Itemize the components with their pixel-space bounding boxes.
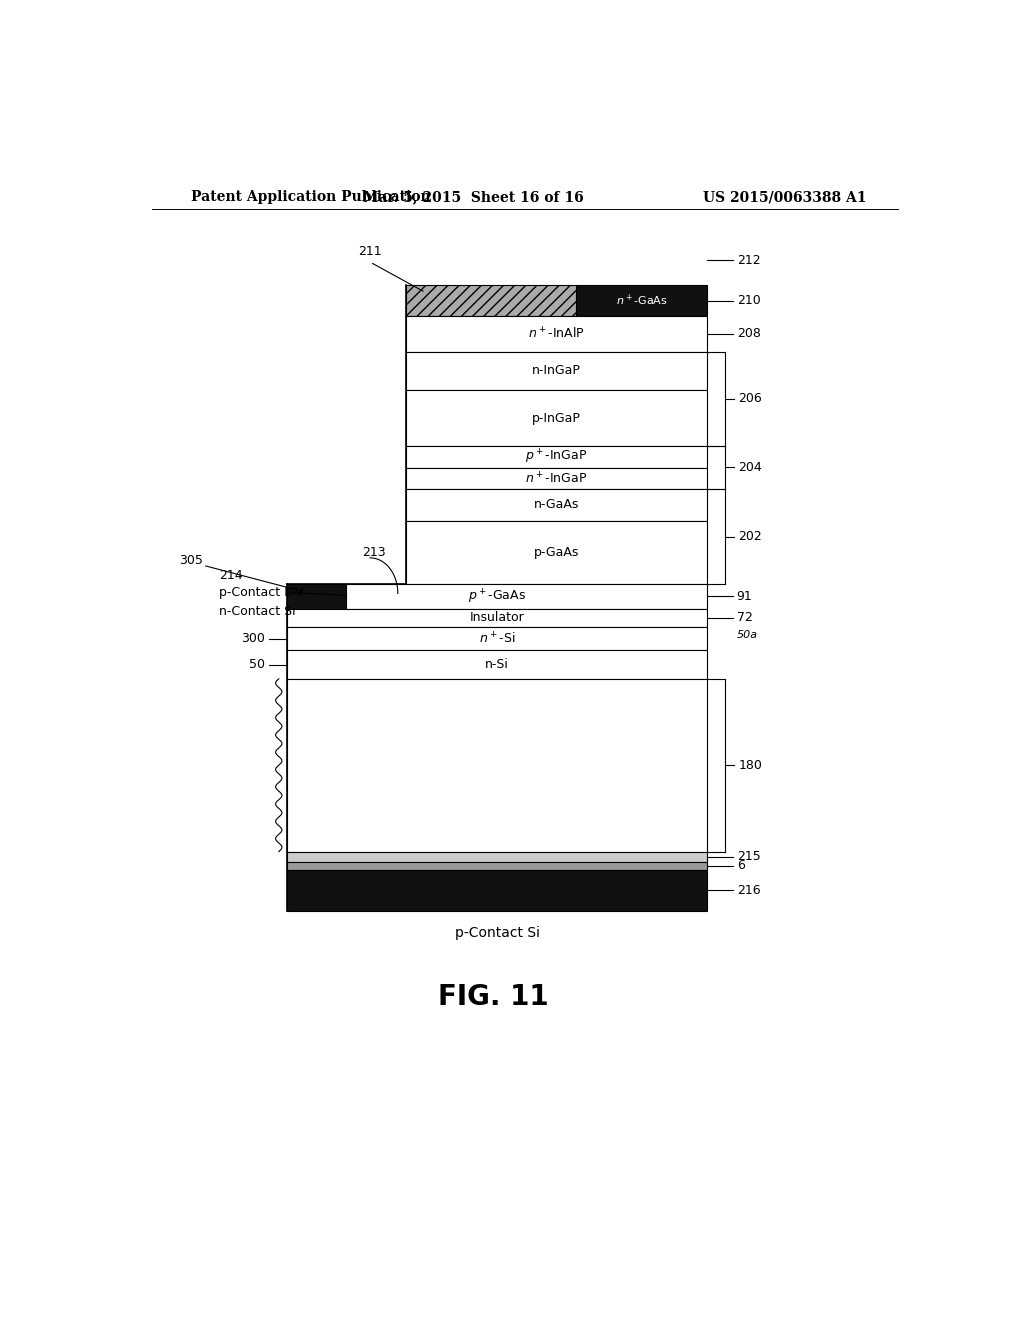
- Text: 216: 216: [736, 883, 760, 896]
- Bar: [287, 862, 708, 870]
- Text: $n^+$-GaAs: $n^+$-GaAs: [616, 293, 668, 309]
- Text: $p^+$-GaAs: $p^+$-GaAs: [468, 587, 526, 606]
- Text: 50: 50: [249, 659, 265, 671]
- Bar: [287, 585, 708, 609]
- Text: Insulator: Insulator: [470, 611, 524, 624]
- Text: Mar. 5, 2015  Sheet 16 of 16: Mar. 5, 2015 Sheet 16 of 16: [362, 190, 584, 205]
- Bar: [287, 870, 708, 911]
- Text: Patent Application Publication: Patent Application Publication: [191, 190, 431, 205]
- Text: 213: 213: [362, 546, 386, 560]
- Text: n-Contact Si: n-Contact Si: [219, 605, 296, 618]
- Bar: [287, 651, 708, 678]
- Text: 300: 300: [242, 632, 265, 645]
- Text: 204: 204: [738, 461, 762, 474]
- Text: 214: 214: [219, 569, 243, 582]
- Text: 208: 208: [736, 327, 761, 341]
- Text: 6: 6: [736, 859, 744, 873]
- Bar: [406, 315, 708, 351]
- Text: $n^+$-InGaP: $n^+$-InGaP: [525, 471, 588, 486]
- Text: FIG. 11: FIG. 11: [437, 983, 549, 1011]
- Text: n-GaAs: n-GaAs: [534, 499, 580, 511]
- Bar: [406, 469, 708, 488]
- Bar: [287, 609, 708, 627]
- Text: p-Contact IIIV: p-Contact IIIV: [219, 586, 304, 599]
- Text: p-Contact Si: p-Contact Si: [455, 925, 540, 940]
- Text: $p^+$-InGaP: $p^+$-InGaP: [525, 447, 588, 466]
- Text: US 2015/0063388 A1: US 2015/0063388 A1: [702, 190, 866, 205]
- Bar: [406, 285, 577, 315]
- Text: 211: 211: [358, 246, 382, 259]
- Text: 72: 72: [736, 611, 753, 624]
- Text: $n^+$-Si: $n^+$-Si: [479, 631, 515, 647]
- Bar: [287, 585, 346, 609]
- Bar: [406, 351, 708, 391]
- Text: p-GaAs: p-GaAs: [534, 546, 580, 560]
- Text: n-InGaP: n-InGaP: [532, 364, 581, 378]
- Text: 212: 212: [736, 253, 760, 267]
- Bar: [287, 851, 708, 862]
- Text: 50a: 50a: [736, 630, 758, 640]
- Text: $n^+$-InAlP: $n^+$-InAlP: [528, 326, 585, 342]
- Bar: [287, 627, 708, 651]
- Bar: [406, 391, 708, 446]
- Text: 202: 202: [738, 531, 762, 543]
- Text: n-Si: n-Si: [485, 659, 509, 671]
- Text: 180: 180: [738, 759, 762, 772]
- Text: 210: 210: [736, 294, 761, 308]
- Text: 91: 91: [736, 590, 753, 603]
- Text: 215: 215: [736, 850, 761, 863]
- Bar: [406, 446, 708, 469]
- Bar: [406, 488, 708, 521]
- Bar: [406, 521, 708, 585]
- Text: 206: 206: [738, 392, 762, 405]
- Bar: [577, 285, 708, 315]
- Bar: [346, 585, 406, 607]
- Text: p-InGaP: p-InGaP: [532, 412, 581, 425]
- Text: 305: 305: [179, 554, 204, 568]
- Bar: [287, 678, 708, 851]
